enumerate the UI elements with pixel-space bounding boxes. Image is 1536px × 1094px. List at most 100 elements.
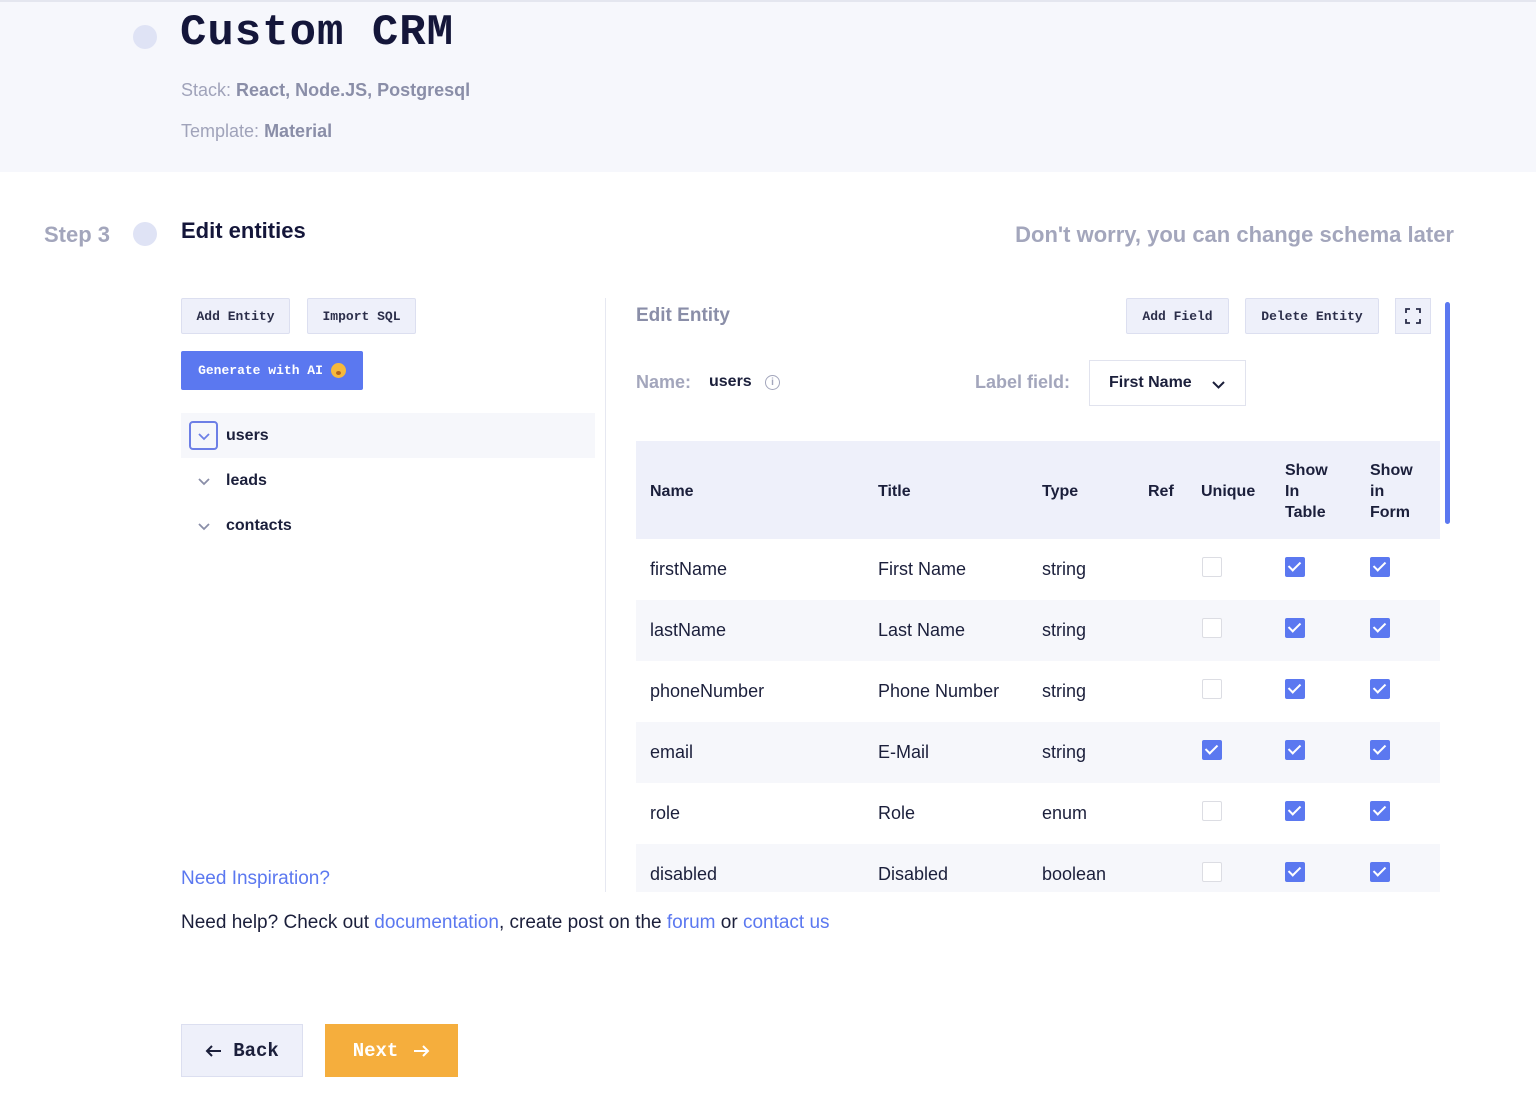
- label-field-select[interactable]: First Name: [1089, 360, 1246, 406]
- field-title[interactable]: Disabled: [878, 864, 949, 884]
- chevron-down-icon[interactable]: [189, 511, 218, 540]
- column-header-show-in-form: Show in Form: [1370, 460, 1413, 523]
- stack-value: React, Node.JS, Postgresql: [236, 80, 471, 100]
- table-row[interactable]: phoneNumber Phone Number string: [636, 661, 1440, 722]
- show-in-table-checkbox[interactable]: [1285, 862, 1305, 882]
- header-word: Table: [1285, 504, 1326, 521]
- documentation-link[interactable]: documentation: [374, 912, 499, 933]
- import-sql-button[interactable]: Import SQL: [307, 298, 416, 334]
- add-field-button[interactable]: Add Field: [1126, 298, 1229, 334]
- show-in-form-checkbox[interactable]: [1370, 679, 1390, 699]
- field-name[interactable]: firstName: [650, 559, 728, 579]
- template-label: Template:: [181, 121, 260, 141]
- show-in-table-checkbox[interactable]: [1285, 679, 1305, 699]
- field-title[interactable]: Last Name: [878, 620, 966, 640]
- help-prefix: Need help? Check out: [181, 912, 375, 933]
- table-row[interactable]: firstName First Name string: [636, 539, 1440, 600]
- back-button[interactable]: Back: [181, 1024, 303, 1077]
- table-row[interactable]: lastName Last Name string: [636, 600, 1440, 661]
- field-name[interactable]: role: [650, 803, 681, 823]
- fields-table: Name Title Type Ref Unique Show In Table…: [636, 441, 1440, 892]
- field-name[interactable]: lastName: [650, 620, 727, 640]
- field-type[interactable]: string: [1042, 742, 1087, 762]
- edit-entity-title: Edit Entity: [636, 305, 730, 326]
- header-word: Show: [1370, 462, 1413, 479]
- template-info: Template: Material: [181, 121, 332, 142]
- table-row[interactable]: disabled Disabled boolean: [636, 844, 1440, 892]
- chevron-down-icon[interactable]: [189, 421, 218, 450]
- unique-checkbox[interactable]: [1202, 557, 1222, 577]
- next-button[interactable]: Next: [325, 1024, 458, 1077]
- show-in-form-checkbox[interactable]: [1370, 618, 1390, 638]
- entity-list: users leads contacts: [181, 413, 595, 548]
- step-label: Step 3: [44, 222, 111, 247]
- field-type[interactable]: string: [1042, 681, 1087, 701]
- table-row[interactable]: role Role enum: [636, 783, 1440, 844]
- field-name[interactable]: disabled: [650, 864, 718, 884]
- field-type[interactable]: boolean: [1042, 864, 1107, 884]
- field-type[interactable]: enum: [1042, 803, 1088, 823]
- column-header-unique: Unique: [1201, 483, 1256, 500]
- show-in-form-checkbox[interactable]: [1370, 862, 1390, 882]
- field-type[interactable]: string: [1042, 620, 1087, 640]
- fullscreen-button[interactable]: [1395, 298, 1431, 334]
- field-name[interactable]: phoneNumber: [650, 681, 765, 701]
- chevron-down-icon: [1212, 381, 1225, 389]
- unique-checkbox[interactable]: [1202, 740, 1222, 760]
- show-in-table-checkbox[interactable]: [1285, 618, 1305, 638]
- table-body: firstName First Name string lastName Last Na…: [636, 539, 1440, 892]
- info-icon[interactable]: i: [765, 375, 780, 390]
- entity-item-users[interactable]: users: [181, 413, 595, 458]
- unique-checkbox[interactable]: [1202, 679, 1222, 699]
- field-title[interactable]: Phone Number: [878, 681, 1000, 701]
- field-title[interactable]: Role: [878, 803, 916, 823]
- help-or: or: [715, 912, 743, 933]
- next-label: Next: [352, 1039, 399, 1062]
- field-title[interactable]: E-Mail: [878, 742, 930, 762]
- arrow-left-icon: [205, 1044, 223, 1058]
- name-label: Name:: [636, 372, 692, 392]
- page-title: Custom CRM: [180, 8, 455, 58]
- surprised-face-icon: [330, 363, 346, 378]
- show-in-table-checkbox[interactable]: [1285, 740, 1305, 760]
- unique-checkbox[interactable]: [1202, 801, 1222, 821]
- header-word: in: [1370, 483, 1385, 500]
- add-entity-button[interactable]: Add Entity: [181, 298, 290, 334]
- entity-item-contacts[interactable]: contacts: [181, 503, 595, 548]
- show-in-form-checkbox[interactable]: [1370, 801, 1390, 821]
- field-type[interactable]: string: [1042, 559, 1087, 579]
- scrollbar[interactable]: [1445, 302, 1450, 524]
- stack-info: Stack: React, Node.JS, Postgresql: [181, 80, 470, 101]
- delete-entity-button[interactable]: Delete Entity: [1245, 298, 1379, 334]
- field-name[interactable]: email: [650, 742, 694, 762]
- header-word: In: [1285, 483, 1300, 500]
- field-title[interactable]: First Name: [878, 559, 967, 579]
- back-label: Back: [233, 1039, 279, 1062]
- need-inspiration-link[interactable]: Need Inspiration?: [181, 868, 330, 889]
- show-in-form-checkbox[interactable]: [1370, 557, 1390, 577]
- forum-link[interactable]: forum: [666, 912, 716, 933]
- generate-with-ai-button[interactable]: Generate with AI: [181, 351, 363, 390]
- column-header-type: Type: [1042, 483, 1079, 500]
- entity-item-leads[interactable]: leads: [181, 458, 595, 503]
- column-header-show-in-table: Show In Table: [1285, 460, 1328, 523]
- generate-with-ai-label: Generate with AI: [198, 363, 323, 378]
- template-value: Material: [264, 121, 333, 141]
- stack-label: Stack:: [181, 80, 232, 100]
- entity-name: contacts: [226, 516, 292, 534]
- show-in-table-checkbox[interactable]: [1285, 557, 1305, 577]
- section-title: Edit entities: [181, 218, 306, 243]
- show-in-form-checkbox[interactable]: [1370, 740, 1390, 760]
- label-field-value: First Name: [1109, 374, 1192, 391]
- chevron-down-icon[interactable]: [189, 466, 218, 495]
- contact-us-link[interactable]: contact us: [742, 912, 830, 933]
- unique-checkbox[interactable]: [1202, 618, 1222, 638]
- help-middle: , create post on the: [498, 912, 667, 933]
- show-in-table-checkbox[interactable]: [1285, 801, 1305, 821]
- step-dot-icon: [133, 222, 157, 246]
- table-row[interactable]: email E-Mail string: [636, 722, 1440, 783]
- table-header: Name Title Type Ref Unique Show In Table…: [636, 441, 1440, 539]
- entity-name-value[interactable]: users: [709, 373, 752, 390]
- entity-name: users: [226, 426, 269, 444]
- unique-checkbox[interactable]: [1202, 862, 1222, 882]
